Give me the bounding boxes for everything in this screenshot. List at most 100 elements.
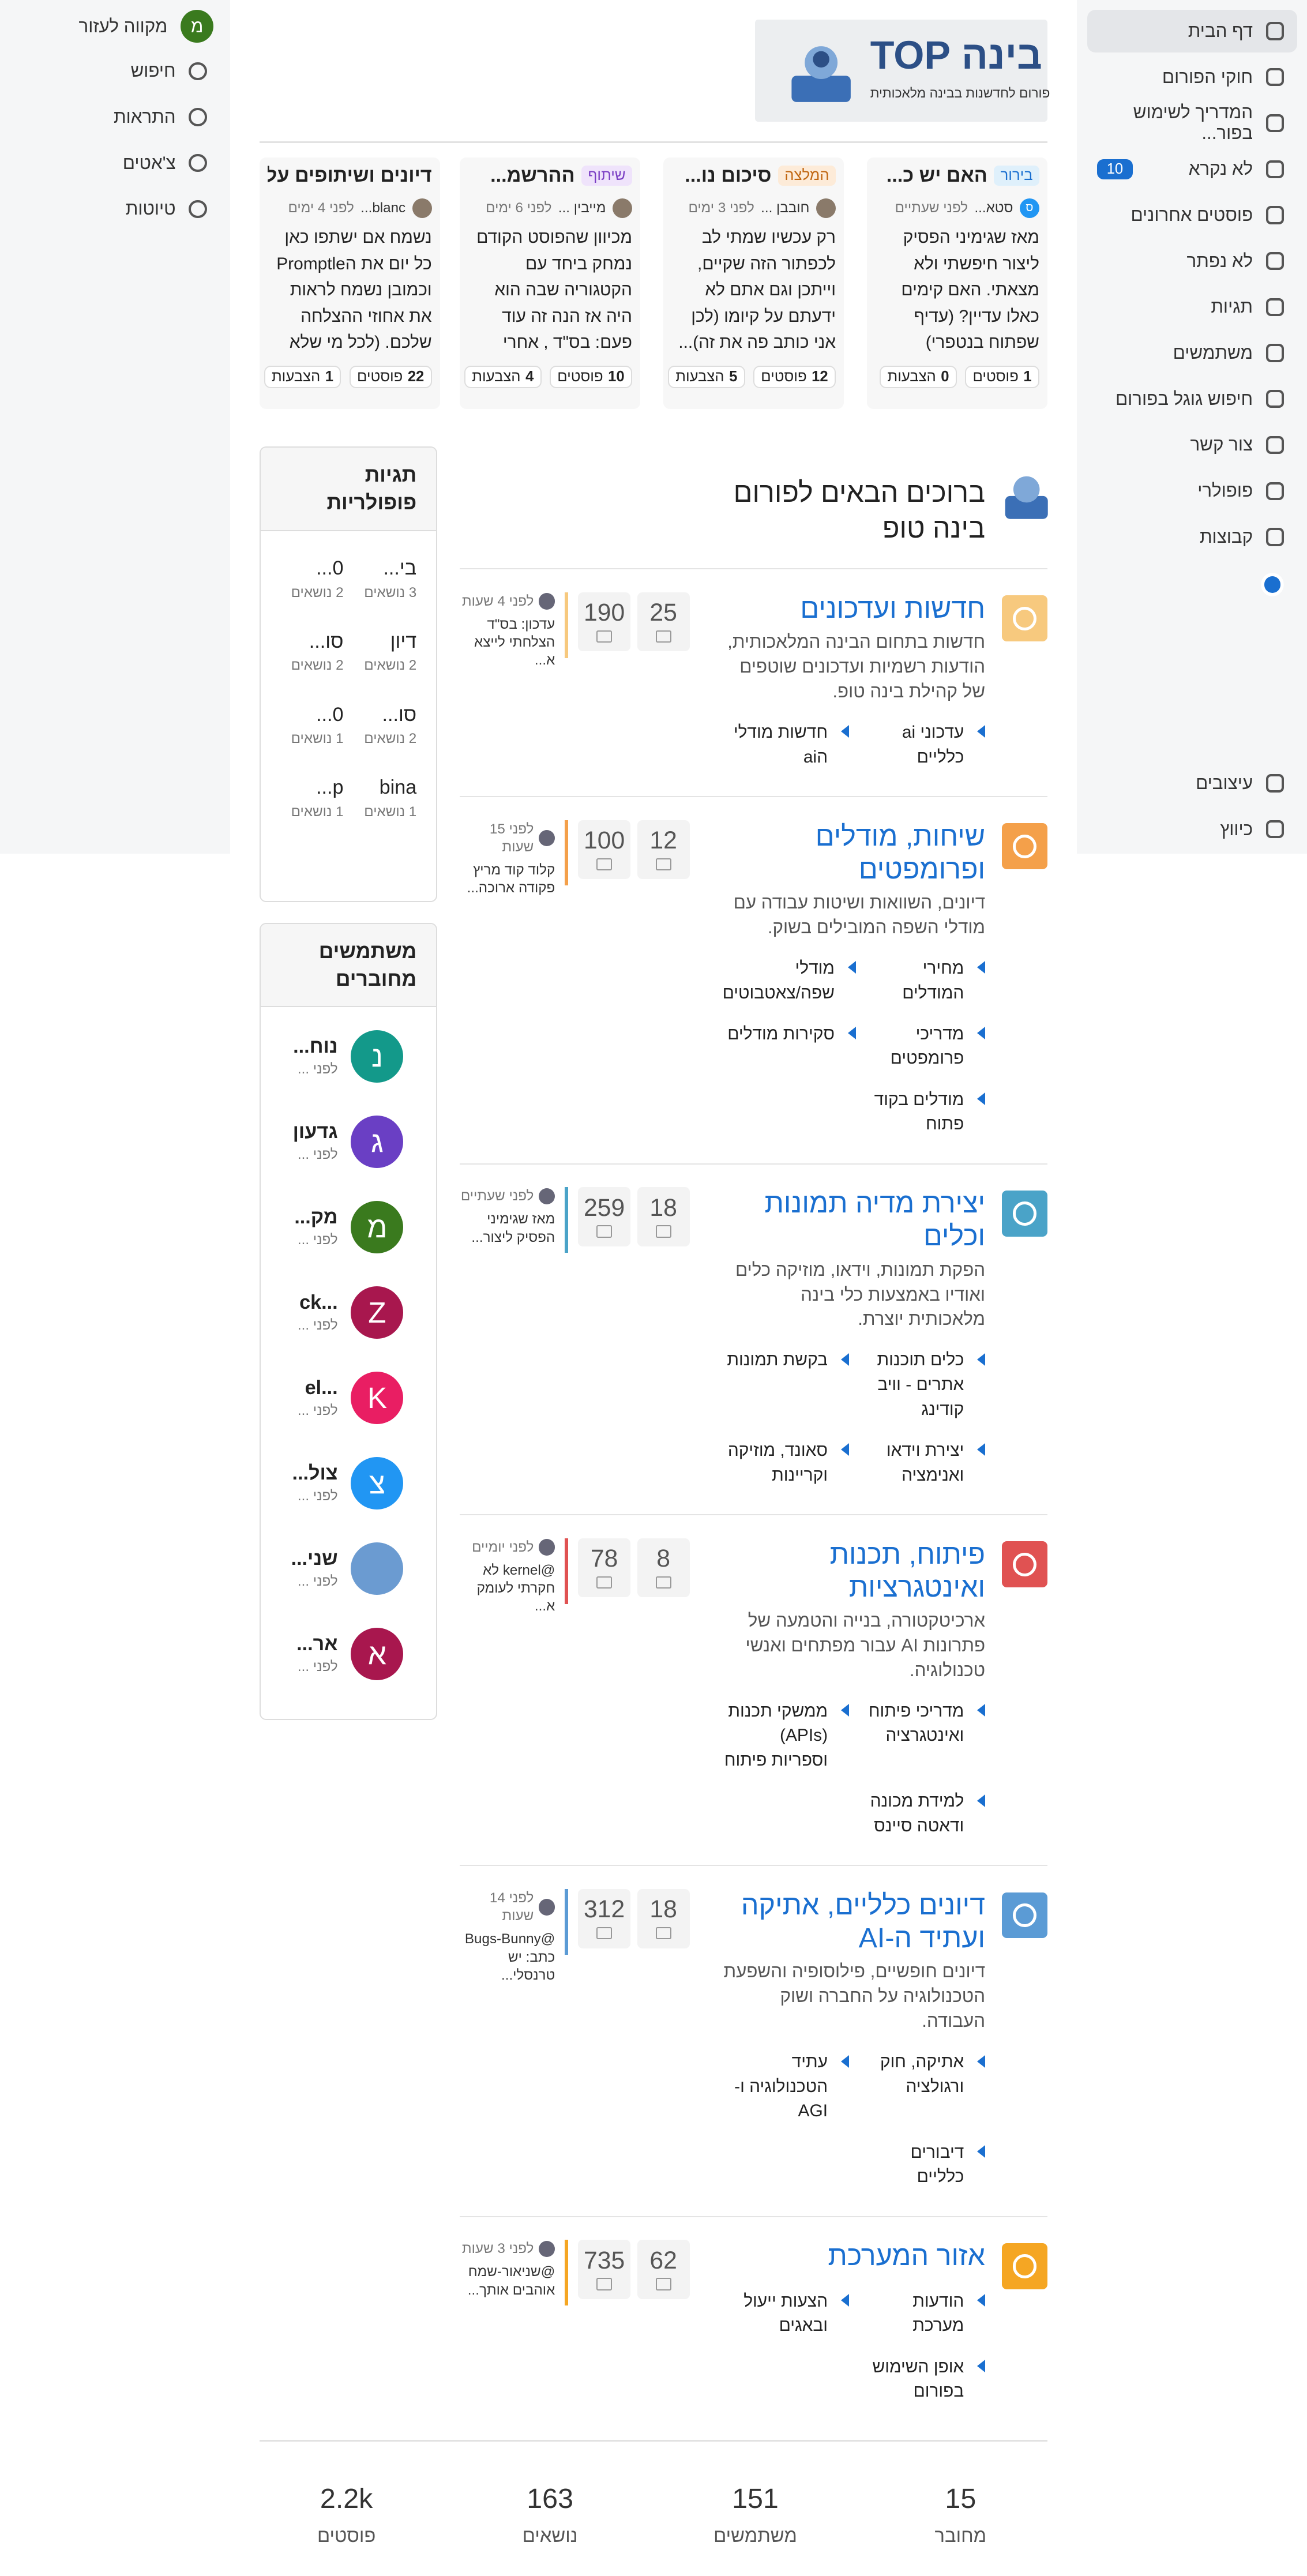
- nav-item[interactable]: משתמשים: [1087, 332, 1297, 374]
- category: אזור המערכת הודעות מערכת הצעות ייעול ובאגי…: [460, 2215, 1048, 2431]
- posts-label: פוסטים: [972, 368, 1019, 385]
- last-post: לפני 15 שעות קלוד קוד מריץ פקודה ארוכה...: [460, 820, 555, 1137]
- nav-icon: [1265, 68, 1285, 87]
- tag-item[interactable]: bina 1 נושאים: [354, 776, 416, 820]
- nav-label: פופולרי: [1197, 480, 1253, 501]
- nav-item[interactable]: כיווץ: [1087, 808, 1297, 851]
- online-user[interactable]: נ נוח... לפני ...: [261, 1014, 437, 1099]
- last-avatar: [538, 1188, 555, 1205]
- subcategory[interactable]: הצעות ייעול ובאגים: [723, 2289, 849, 2338]
- online-user[interactable]: שני... לפני ...: [261, 1526, 437, 1612]
- online-user[interactable]: צ צול... לפני ...: [261, 1441, 437, 1526]
- nav-item[interactable]: צור קשר: [1087, 423, 1297, 466]
- category: חדשות ועדכונים חדשות בתחום הבינה המלאכותי…: [460, 568, 1048, 796]
- nav-icon: [1265, 344, 1285, 362]
- category-title[interactable]: חדשות ועדכונים: [800, 592, 986, 624]
- nav-item[interactable]: המדריך לשימוש בפור...: [1087, 102, 1297, 144]
- subcategory[interactable]: סקירות מודלים: [723, 1022, 856, 1071]
- stat-label: משתמשים: [713, 2525, 797, 2547]
- last-text[interactable]: @שניאור-שמח אוהבים אותך...: [467, 2264, 555, 2298]
- votes-count: 0: [941, 368, 949, 385]
- stat: 15 מחובר: [878, 2483, 1043, 2547]
- subcategory[interactable]: בקשת תמונות: [723, 1348, 849, 1422]
- card-title: האם יש כ...: [886, 164, 987, 186]
- tag-item[interactable]: דיון 2 נושאים: [354, 630, 416, 674]
- subcategory[interactable]: מדריכי פרומפטים: [866, 1022, 986, 1071]
- tag-item[interactable]: 0... 2 נושאים: [280, 557, 344, 601]
- nav-item[interactable]: פופולרי: [1087, 470, 1297, 512]
- tag-item[interactable]: 0... 1 נושאים: [280, 704, 344, 748]
- accent-line: [565, 1538, 569, 1604]
- category-title[interactable]: פיתוח, תכנות ואינטגרציות: [829, 1538, 986, 1603]
- subcategory[interactable]: למידת מכונה ודאטה סיינס: [859, 1789, 986, 1838]
- category-title[interactable]: שיחות, מודלים ופרומפטים: [815, 820, 986, 885]
- card-user: חובבן ...: [761, 200, 810, 216]
- subcategory[interactable]: מדריכי פיתוח ואינטגרציה: [859, 1699, 986, 1773]
- tag-item[interactable]: p... 1 נושאים: [280, 776, 344, 820]
- subcategory[interactable]: אתיקה, חוק ורגולציה: [859, 2050, 986, 2124]
- logo[interactable]: בינה TOP פורום לחדשנות בבינה מלאכותית: [755, 20, 1050, 122]
- subcategories: מדריכי פיתוח ואינטגרציה ממשקי תכנות (APIs…: [723, 1699, 986, 1839]
- posts-count: 12: [812, 368, 828, 385]
- nav-item[interactable]: פוסטים אחרונים: [1087, 194, 1297, 236]
- header-item[interactable]: חיפוש: [10, 61, 213, 81]
- bullet: [841, 725, 849, 738]
- featured-card[interactable]: המלצה סיכום נו... חובבן ... לפני 3 ימים רק ע…: [663, 157, 844, 409]
- user-avatar: מ: [351, 1201, 404, 1254]
- category-title[interactable]: דיונים כלליים, אתיקה ועתיד ה-AI: [741, 1890, 986, 1954]
- last-text[interactable]: @kernel לא חקרתי לעומק א...: [476, 1562, 555, 1614]
- featured-card[interactable]: דיונים ושיתופים על... blanc... לפני 4 ימים…: [259, 157, 440, 409]
- posts-box: 100: [578, 820, 631, 880]
- last-text[interactable]: @Bugs-Bunny כתב: יש טרנסלי...: [464, 1931, 555, 1983]
- subcategory[interactable]: סאונד, מוזיקה וקריינות: [723, 1439, 849, 1488]
- posts-box: 190: [578, 592, 631, 652]
- subcategory[interactable]: עתיד הטכנולוגיה ו-AGI: [723, 2050, 849, 2124]
- nav-item[interactable]: דף הבית: [1087, 10, 1297, 53]
- tag-item[interactable]: סו... 2 נושאים: [280, 630, 344, 674]
- subcategory[interactable]: מודלים בקוד פתוח: [866, 1088, 986, 1137]
- subcategory[interactable]: עדכוני ai כלליים: [859, 720, 986, 769]
- online-user[interactable]: ג גדעון לפני ...: [261, 1099, 437, 1185]
- subcategory[interactable]: מחירי המודלים: [866, 956, 986, 1005]
- tag-item[interactable]: סו... 2 נושאים: [354, 704, 416, 748]
- last-text[interactable]: עדכון: בס"ד הצלחתי לייצא א...: [474, 616, 555, 669]
- header-item[interactable]: התראות: [10, 107, 213, 127]
- nav-item[interactable]: לא נקרא 10: [1087, 148, 1297, 190]
- subcategory-name: מחירי המודלים: [902, 958, 964, 1002]
- nav-label: לא נפתר: [1186, 250, 1253, 271]
- online-user[interactable]: מ מק... לפני ...: [261, 1185, 437, 1270]
- header-item[interactable]: טיוטות: [10, 198, 213, 219]
- card-stats: 22פוסטים 1הצבעות: [264, 365, 432, 388]
- user-menu[interactable]: מ מקווה לעזור: [16, 10, 214, 43]
- featured-card[interactable]: בירור האם יש כ... ס סטא... לפני שעתיים מאז שג…: [867, 157, 1048, 409]
- subcategory[interactable]: ממשקי תכנות (APIs) וספריות פיתוח: [723, 1699, 849, 1773]
- nav-item[interactable]: חוקי הפורום: [1087, 56, 1297, 99]
- subcategory[interactable]: כלים תוכנות אתרים - וויב קודינג: [859, 1348, 986, 1422]
- bullet: [841, 1443, 849, 1456]
- subcategory[interactable]: חדשות מודלי הai: [723, 720, 849, 769]
- category-title[interactable]: אזור המערכת: [828, 2240, 986, 2272]
- subcategory[interactable]: דיבורים כלליים: [859, 2141, 986, 2190]
- last-post: לפני יומיים @kernel לא חקרתי לעומק א...: [460, 1538, 555, 1839]
- subcategory[interactable]: מודלי שפה/צאטבוטים: [723, 956, 856, 1005]
- online-user[interactable]: Z ...ck לפני ...: [261, 1270, 437, 1355]
- user-name: צול...: [292, 1462, 338, 1485]
- last-text[interactable]: קלוד קוד מריץ פקודה ארוכה...: [467, 862, 555, 896]
- last-text[interactable]: מאז שגימיני הפסיק ליצור...: [471, 1211, 555, 1245]
- nav-item[interactable]: חיפוש גוגל בפורום: [1087, 378, 1297, 420]
- nav-item[interactable]: לא נפתר: [1087, 240, 1297, 283]
- tag-item[interactable]: בי... 3 נושאים: [354, 557, 416, 601]
- nav-item[interactable]: תגיות: [1087, 286, 1297, 328]
- nav-label: פוסטים אחרונים: [1131, 204, 1253, 225]
- subcategory[interactable]: אופן השימוש בפורום: [859, 2355, 986, 2404]
- subcategory[interactable]: הודעות מערכת: [859, 2289, 986, 2338]
- header-item[interactable]: צ'אטים: [10, 153, 213, 174]
- online-user[interactable]: K ...el לפני ...: [261, 1355, 437, 1441]
- nav-item[interactable]: עיצובים: [1087, 762, 1297, 805]
- online-user[interactable]: א אר... לפני ...: [261, 1612, 437, 1697]
- category-title[interactable]: יצירת מדיה תמונות וכלים: [764, 1188, 986, 1252]
- nav-item[interactable]: קבוצות: [1087, 516, 1297, 558]
- subcategory[interactable]: יצירת וידאו ואנימציה: [859, 1439, 986, 1488]
- bullet: [977, 1092, 986, 1106]
- featured-card[interactable]: שיתוף ההרשמ... מייבין ... לפני 6 ימים מכיוון…: [460, 157, 641, 409]
